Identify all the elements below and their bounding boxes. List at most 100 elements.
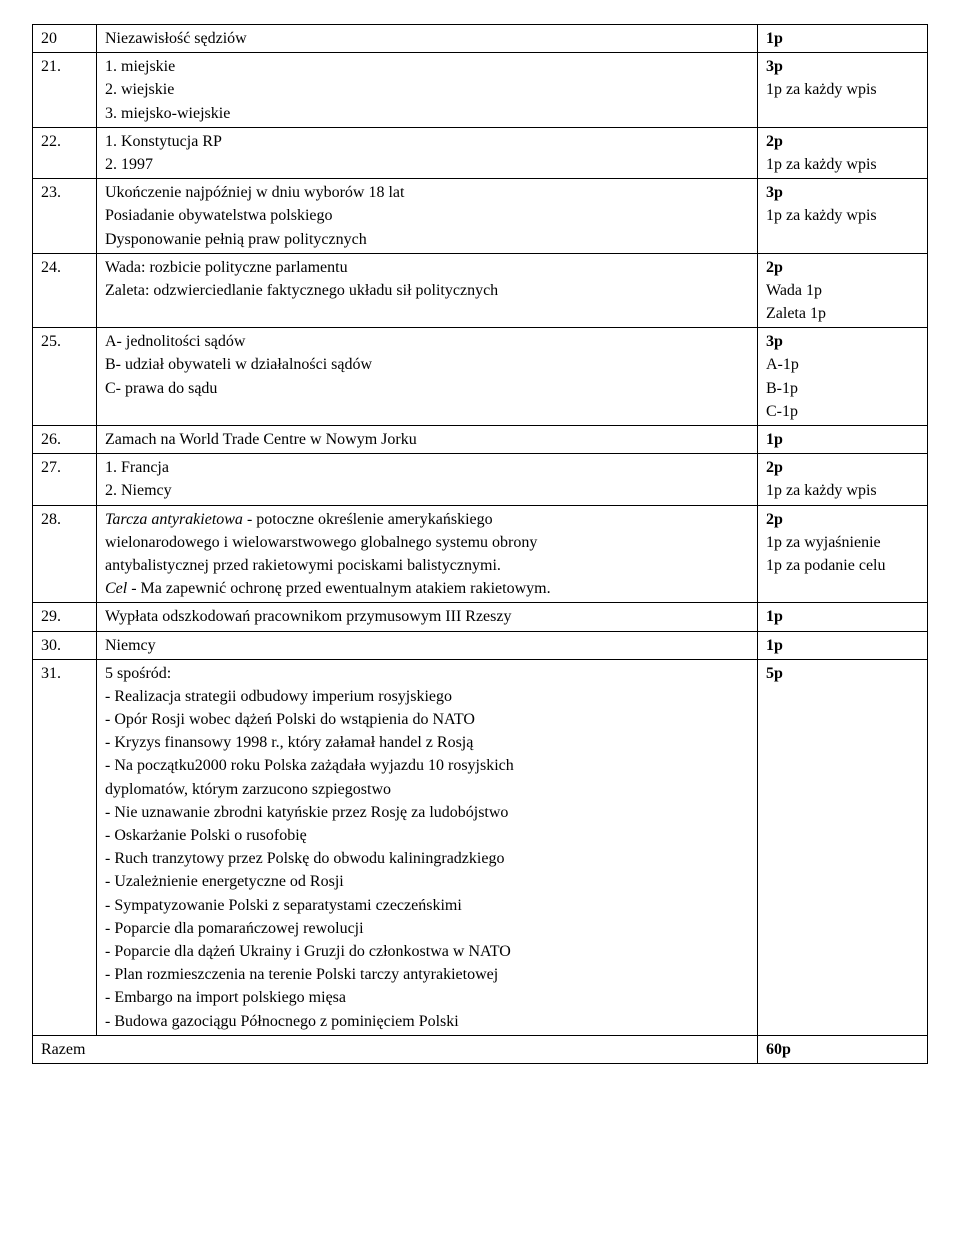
points-line: 1p za każdy wpis [766,153,921,176]
answer-line: Cel - Ma zapewnić ochronę przed ewentual… [105,577,751,600]
answer-line: - Opór Rosji wobec dążeń Polski do wstąp… [105,708,751,731]
answer-line: Posiadanie obywatelstwa polskiego [105,204,751,227]
points-cell: 1p [758,25,928,53]
total-label: Razem [33,1035,758,1063]
points-cell: 2p1p za każdy wpis [758,127,928,178]
answer-line: C- prawa do sądu [105,377,751,400]
points-line: C-1p [766,400,921,423]
table-row: 25.A- jednolitości sądówB- udział obywat… [33,328,928,426]
points-cell: 2pWada 1pZaleta 1p [758,253,928,328]
answer-cell: Wada: rozbicie polityczne parlamentuZale… [97,253,758,328]
table-row: 27.1. Francja2. Niemcy2p1p za każdy wpis [33,454,928,505]
points-line: 1p za podanie celu [766,554,921,577]
answer-line: - Realizacja strategii odbudowy imperium… [105,685,751,708]
answer-line: - Nie uznawanie zbrodni katyńskie przez … [105,801,751,824]
points-cell: 1p [758,631,928,659]
points-line: 1p [766,605,921,628]
points-line: Zaleta 1p [766,302,921,325]
points-line: 2p [766,456,921,479]
answer-line: 1. Francja [105,456,751,479]
points-line: 3p [766,181,921,204]
answer-line: Wada: rozbicie polityczne parlamentu [105,256,751,279]
table-row: 22.1. Konstytucja RP2. 19972p1p za każdy… [33,127,928,178]
answer-cell: Zamach na World Trade Centre w Nowym Jor… [97,426,758,454]
points-line: 2p [766,508,921,531]
table-row: 31.5 spośród:- Realizacja strategii odbu… [33,659,928,1035]
answer-line: - Oskarżanie Polski o rusofobię [105,824,751,847]
answer-line: - Plan rozmieszczenia na terenie Polski … [105,963,751,986]
table-row: 24.Wada: rozbicie polityczne parlamentuZ… [33,253,928,328]
answer-line: Niezawisłość sędziów [105,27,751,50]
answer-line: - Poparcie dla pomarańczowej rewolucji [105,917,751,940]
points-cell: 1p [758,426,928,454]
points-line: 1p [766,428,921,451]
question-number: 31. [33,659,97,1035]
answer-key-table: 20Niezawisłość sędziów1p21.1. miejskie2.… [32,24,928,1064]
answer-line: wielonarodowego i wielowarstwowego globa… [105,531,751,554]
points-line: 3p [766,55,921,78]
answer-cell: 5 spośród:- Realizacja strategii odbudow… [97,659,758,1035]
question-number: 22. [33,127,97,178]
question-number: 29. [33,603,97,631]
answer-line: B- udział obywateli w działalności sądów [105,353,751,376]
table-row: 20 Niezawisłość sędziów 1p [33,25,928,53]
table-row: 29. Wypłata odszkodowań pracownikom przym… [33,603,928,631]
question-number: 23. [33,179,97,254]
points-line: Wada 1p [766,279,921,302]
question-number: 28. [33,505,97,603]
question-number: 26. [33,426,97,454]
answer-line: Tarcza antyrakietowa - potoczne określen… [105,508,751,531]
question-number: 24. [33,253,97,328]
answer-cell: 1. Konstytucja RP2. 1997 [97,127,758,178]
points-line: 5p [766,662,921,685]
answer-cell: 1. Francja2. Niemcy [97,454,758,505]
points-cell: 3p1p za każdy wpis [758,53,928,128]
points-line: 3p [766,330,921,353]
answer-cell: 1. miejskie2. wiejskie3. miejsko-wiejski… [97,53,758,128]
points-line: B-1p [766,377,921,400]
points-line: A-1p [766,353,921,376]
answer-line: Zaleta: odzwierciedlanie faktycznego ukł… [105,279,751,302]
answer-cell: Ukończenie najpóźniej w dniu wyborów 18 … [97,179,758,254]
answer-line: 1. miejskie [105,55,751,78]
answer-cell: Tarcza antyrakietowa - potoczne określen… [97,505,758,603]
answer-line: 2. wiejskie [105,78,751,101]
points-line: 1p za każdy wpis [766,204,921,227]
points-cell: 5p [758,659,928,1035]
table-row: 30. Niemcy 1p [33,631,928,659]
answer-line: - Sympatyzowanie Polski z separatystami … [105,894,751,917]
answer-line: - Kryzys finansowy 1998 r., który załama… [105,731,751,754]
answer-line: 2. Niemcy [105,479,751,502]
table-row: 23.Ukończenie najpóźniej w dniu wyborów … [33,179,928,254]
question-number: 21. [33,53,97,128]
table-row: 21.1. miejskie2. wiejskie3. miejsko-wiej… [33,53,928,128]
question-number: 27. [33,454,97,505]
answer-line: - Uzależnienie energetyczne od Rosji [105,870,751,893]
points-cell: 2p1p za wyjaśnienie1p za podanie celu [758,505,928,603]
question-number: 25. [33,328,97,426]
points-cell: 3pA-1pB-1pC-1p [758,328,928,426]
answer-line: 1. Konstytucja RP [105,130,751,153]
answer-line: - Poparcie dla dążeń Ukrainy i Gruzji do… [105,940,751,963]
points-line: 1p [766,27,921,50]
answer-line: 3. miejsko-wiejskie [105,102,751,125]
answer-line: dyplomatów, którym zarzucono szpiegostwo [105,778,751,801]
points-cell: 1p [758,603,928,631]
answer-line: Wypłata odszkodowań pracownikom przymuso… [105,605,751,628]
total-row: Razem60p [33,1035,928,1063]
answer-line: 5 spośród: [105,662,751,685]
table-row: 26. Zamach na World Trade Centre w Nowym … [33,426,928,454]
points-cell: 2p1p za każdy wpis [758,454,928,505]
answer-cell: Wypłata odszkodowań pracownikom przymuso… [97,603,758,631]
table-row: 28. Tarcza antyrakietowa - potoczne okreś… [33,505,928,603]
points-line: 1p za każdy wpis [766,479,921,502]
question-number: 20 [33,25,97,53]
answer-line: - Na początku2000 roku Polska zażądała w… [105,754,751,777]
answer-line: Zamach na World Trade Centre w Nowym Jor… [105,428,751,451]
question-number: 30. [33,631,97,659]
points-line: 1p [766,634,921,657]
answer-line: 2. 1997 [105,153,751,176]
answer-line: antybalistycznej przed rakietowymi pocis… [105,554,751,577]
answer-line: Niemcy [105,634,751,657]
answer-line: Dysponowanie pełnią praw politycznych [105,228,751,251]
